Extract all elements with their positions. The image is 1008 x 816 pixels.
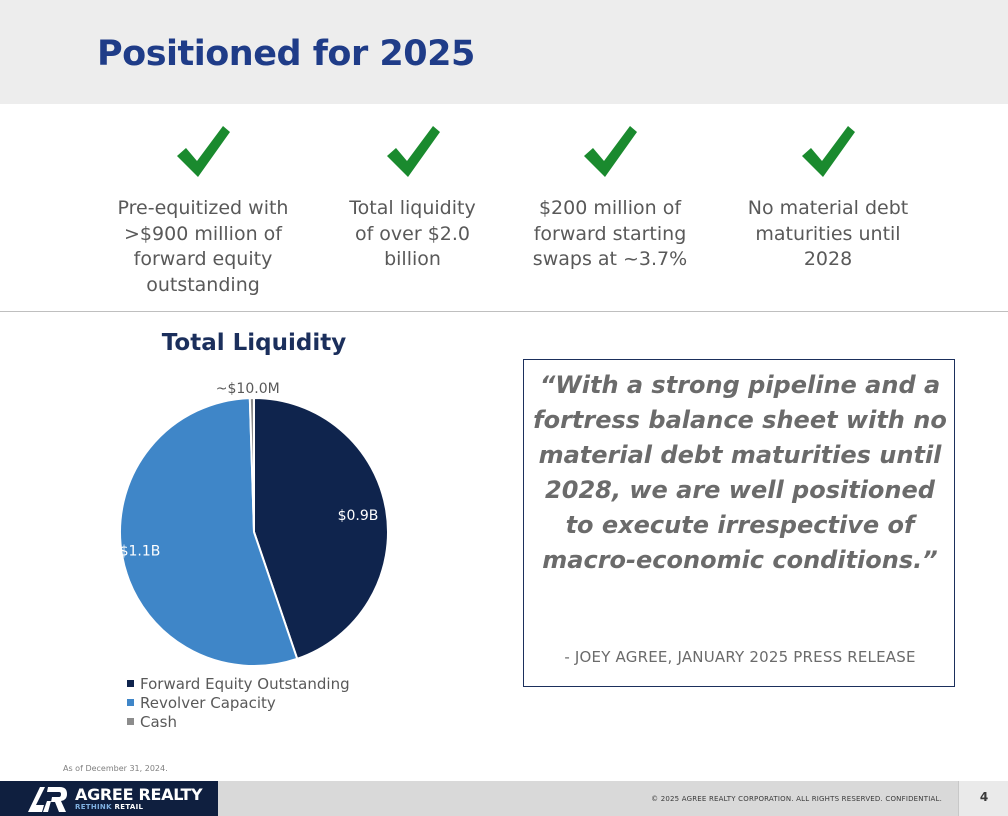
page-title: Positioned for 2025	[97, 34, 475, 74]
logo-tagline-part: RETAIL	[114, 803, 144, 811]
legend-swatch	[127, 699, 134, 706]
section-divider	[0, 311, 1008, 312]
footnote: As of December 31, 2024.	[63, 764, 168, 773]
legend-label: Cash	[140, 712, 177, 731]
quote-text: “With a strong pipeline and a fortress b…	[533, 371, 947, 574]
pie-slice-forward-equity	[253, 396, 389, 661]
highlight-text: Total liquidity of over $2.0 billion	[349, 197, 476, 270]
legend-swatch	[127, 718, 134, 725]
quote-box: “With a strong pipeline and a fortress b…	[523, 359, 955, 687]
checkmark-icon	[802, 126, 855, 177]
logo-tagline-part: RETHINK	[75, 803, 112, 811]
highlight-total-liquidity: Total liquidity of over $2.0 billion	[340, 122, 485, 273]
legend-label: Forward Equity Outstanding	[140, 674, 350, 693]
logo-tagline: RETHINK RETAIL	[75, 803, 143, 811]
company-logo: AGREE REALTY RETHINK RETAIL	[0, 781, 218, 816]
checkmark-icon	[584, 126, 637, 177]
logo-name: AGREE REALTY	[75, 785, 203, 804]
highlight-forward-swaps: $200 million of forward starting swaps a…	[525, 122, 695, 273]
pie-slice-cash	[248, 396, 255, 533]
checkmark-icon	[177, 126, 230, 177]
highlight-text: $200 million of forward starting swaps a…	[532, 197, 688, 270]
legend-item-forward-equity: Forward Equity Outstanding	[127, 674, 350, 693]
page-number: 4	[979, 790, 989, 804]
legend-label: Revolver Capacity	[140, 693, 276, 712]
copyright-text: © 2025 AGREE REALTY CORPORATION. ALL RIG…	[651, 795, 942, 803]
data-label-forward-equity: $0.9B	[338, 508, 379, 524]
highlight-debt-maturities: No material debt maturities until 2028	[734, 122, 922, 273]
data-label-cash: ~$10.0M	[216, 381, 280, 397]
legend-swatch	[127, 680, 134, 687]
agree-logo-mark-icon	[28, 787, 67, 812]
footer-bar: AGREE REALTY RETHINK RETAIL © 2025 AGREE…	[0, 781, 1008, 816]
total-liquidity-pie-chart: $0.9B $1.1B ~$10.0M	[119, 381, 389, 667]
legend-item-cash: Cash	[127, 712, 350, 731]
chart-legend: Forward Equity Outstanding Revolver Capa…	[127, 674, 350, 731]
pie-slice-revolver	[119, 397, 299, 667]
page-number-box: 4	[958, 781, 1008, 816]
quote-attribution: - JOEY AGREE, JANUARY 2025 PRESS RELEASE	[564, 648, 916, 666]
highlight-text: No material debt maturities until 2028	[747, 197, 909, 270]
highlight-forward-equity: Pre-equitized with >$900 million of forw…	[108, 122, 298, 298]
header-band	[0, 0, 1008, 104]
checkmark-icon	[386, 126, 440, 177]
highlight-text: Pre-equitized with >$900 million of forw…	[117, 197, 289, 296]
data-label-revolver: $1.1B	[120, 544, 161, 560]
legend-item-revolver: Revolver Capacity	[127, 693, 350, 712]
chart-title: Total Liquidity	[161, 330, 347, 356]
